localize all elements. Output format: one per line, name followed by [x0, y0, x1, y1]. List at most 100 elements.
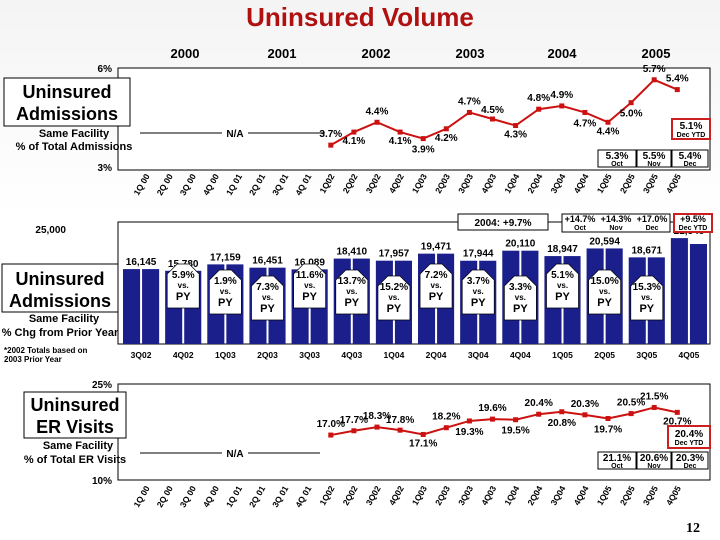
pct-py-6: PY: [429, 291, 444, 303]
bottom-tick-19: 4Q04: [572, 484, 591, 507]
bottom-label-12: 17.1%: [409, 438, 437, 449]
bottom-heading-line1: Uninsured: [30, 395, 119, 415]
middle-sub-line2: % Chg from Prior Year: [2, 327, 119, 339]
bottom-series-labels: 17.0%17.7%18.3%17.8% 17.1% 18.2% 19.3% 19.6%…: [317, 391, 692, 449]
pct-change-11: 15.3%: [633, 282, 661, 293]
bottom-tick-11: 4Q02: [387, 484, 406, 507]
top-tick-16: 1Q04: [502, 172, 521, 195]
top-tick-23: 4Q05: [664, 172, 683, 195]
middle-tick-4Q04: 4Q04: [510, 350, 531, 360]
pct-py-0: PY: [176, 291, 191, 303]
pct-vs-3: vs.: [304, 281, 315, 290]
middle-tick-2Q03: 2Q03: [257, 350, 278, 360]
bottom-x-tick-labels: 1Q 00 2Q 00 3Q 00 4Q 00 1Q 01 2Q 01 3Q 01 4Q 01…: [131, 484, 683, 509]
bottom-tick-1: 2Q 00: [155, 484, 175, 509]
top-na-mask: [222, 126, 248, 140]
bottom-point-15: [490, 416, 495, 422]
bottom-label-13: 18.2%: [432, 412, 460, 423]
top-label-19: 4.7%: [574, 118, 597, 129]
bottom-point-10: [374, 424, 380, 430]
bar-value-1Q05: 18,947: [547, 244, 578, 255]
bottom-point-8: [328, 432, 334, 438]
middle-tick-3Q04: 3Q04: [468, 350, 489, 360]
middle-oct-value: +14.7%: [565, 214, 596, 224]
year-label-2000: 2000: [171, 46, 200, 61]
top-tick-17: 2Q04: [525, 172, 544, 195]
pct-py-11: PY: [639, 303, 654, 315]
top-sub-line1: Same Facility: [39, 128, 110, 140]
middle-dec-month: Dec: [646, 225, 659, 232]
bottom-label-14: 19.3%: [455, 427, 483, 438]
bottom-tick-13: 2Q03: [433, 484, 452, 507]
bottom-tick-12: 1Q03: [410, 484, 429, 507]
bottom-label-8: 17.0%: [317, 419, 345, 430]
top-label-15: 4.5%: [481, 105, 504, 116]
top-point-18: [559, 103, 565, 109]
bottom-tick-0: 1Q 00: [131, 484, 151, 509]
pct-callout-shape-7: [461, 269, 495, 315]
pct-callout-shape-8: [504, 275, 537, 321]
top-tick-3: 4Q 00: [201, 172, 221, 197]
bottom-heading-box: [23, 391, 127, 439]
middle-tick-4Q02: 4Q02: [173, 350, 194, 360]
bottom-label-17: 20.4%: [525, 398, 553, 409]
bottom-tick-16: 1Q04: [502, 484, 521, 507]
pct-vs-6: vs.: [431, 281, 442, 290]
pct-vs-9: vs.: [557, 281, 568, 290]
top-series-labels: 3.7%4.1%4.4%4.1%3.9%4.2%4.7%4.5%4.3%4.8%…: [319, 64, 688, 156]
top-tick-8: 1Q02: [317, 172, 336, 195]
bottom-point-17: [536, 411, 542, 417]
top-tick-0: 1Q 00: [131, 172, 151, 197]
middle-footnote-line1: *2002 Totals based on: [4, 346, 88, 355]
bottom-tick-14: 3Q03: [456, 484, 475, 507]
bottom-point-12: [420, 431, 426, 437]
bar-value-3Q02: 16,145: [126, 257, 157, 268]
top-dec-month: Dec: [684, 161, 697, 168]
pct-vs-8: vs.: [515, 293, 526, 302]
bottom-na-label: N/A: [226, 449, 243, 460]
bottom-label-18: 20.8%: [548, 418, 576, 429]
top-tick-11: 4Q02: [387, 172, 406, 195]
bottom-na-mask: [222, 446, 248, 460]
pct-vs-1: vs.: [220, 287, 231, 296]
top-label-10: 4.4%: [366, 106, 389, 117]
bottom-tick-21: 2Q05: [618, 484, 637, 507]
top-tick-5: 2Q 01: [247, 172, 267, 197]
bottom-point-18: [559, 409, 565, 415]
bottom-tick-5: 2Q 01: [247, 484, 267, 509]
middle-tick-1Q05: 1Q05: [552, 350, 573, 360]
top-oct-month: Oct: [611, 161, 623, 168]
top-point-14: [466, 109, 472, 115]
pct-change-3: 11.6%: [296, 270, 324, 281]
bar-value-3Q05: 18,671: [631, 245, 662, 256]
bar-current-4Q05: [689, 244, 707, 344]
pct-vs-7: vs.: [473, 287, 484, 296]
bottom-tick-22: 3Q05: [641, 484, 660, 507]
top-series-points: [328, 77, 680, 148]
pct-change-7: 3.7%: [467, 276, 490, 287]
pct-change-1: 1.9%: [214, 276, 237, 287]
top-label-16: 4.3%: [504, 130, 527, 141]
top-sub-line2: % of Total Admissions: [16, 141, 133, 153]
pct-callout-shape-2: [251, 275, 284, 321]
top-y-min-label: 3%: [98, 163, 113, 174]
bottom-tick-17: 2Q04: [525, 484, 544, 507]
middle-ytd-note: Dec YTD: [679, 225, 708, 232]
top-point-11: [397, 129, 403, 135]
pct-py-8: PY: [513, 303, 528, 315]
top-label-17: 4.8%: [527, 93, 550, 104]
top-series-line: [330, 78, 678, 147]
bottom-point-9: [351, 428, 357, 434]
middle-dec-value: +17.0%: [637, 214, 668, 224]
bottom-point-13: [443, 425, 449, 431]
top-na-label: N/A: [226, 129, 243, 140]
bottom-tick-4: 1Q 01: [224, 484, 244, 509]
top-tick-4: 1Q 01: [224, 172, 244, 197]
pct-change-5: 15.2%: [380, 282, 408, 293]
middle-tick-3Q02: 3Q02: [131, 350, 152, 360]
top-tick-7: 4Q 01: [293, 172, 313, 197]
bottom-nov-month: Nov: [647, 463, 660, 470]
pct-vs-11: vs.: [641, 293, 652, 302]
